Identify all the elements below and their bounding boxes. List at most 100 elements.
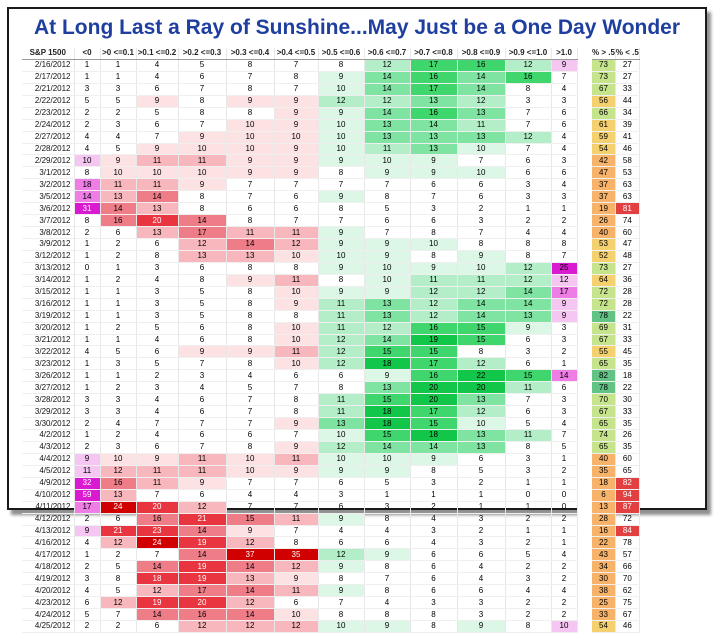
value-cell: 72 xyxy=(592,286,616,299)
spacer-cell xyxy=(577,310,592,323)
value-cell: 16 xyxy=(136,513,179,526)
value-cell: 4 xyxy=(274,489,319,502)
value-cell: 9 xyxy=(100,154,137,168)
value-cell: 13 xyxy=(410,95,458,108)
value-cell: 6 xyxy=(136,238,179,251)
value-cell: 12 xyxy=(274,620,319,633)
value-cell: 6 xyxy=(136,441,179,454)
value-cell: 7 xyxy=(505,393,552,407)
value-cell: 4 xyxy=(364,596,411,610)
value-cell: 31 xyxy=(615,322,640,335)
value-cell: 9 xyxy=(74,453,101,466)
value-cell: 7 xyxy=(410,190,458,204)
value-cell: 6 xyxy=(178,262,227,275)
date-cell: 3/26/2012 xyxy=(22,369,75,383)
value-cell: 6 xyxy=(100,226,137,239)
value-cell: 13 xyxy=(364,131,411,144)
value-cell: 12 xyxy=(505,262,552,275)
value-cell: 5 xyxy=(136,357,179,371)
value-cell: 4 xyxy=(410,513,458,526)
value-cell: 3 xyxy=(457,536,506,550)
value-cell: 8 xyxy=(364,584,411,598)
col-gt1-header: >1.0 xyxy=(551,48,578,60)
value-cell: 16 xyxy=(410,322,458,335)
value-cell: 61 xyxy=(592,119,616,132)
table-row: 3/12/2012 1 2 8 13 13 10 10 9 8 9 8 7 52 48 xyxy=(22,250,640,263)
spacer-cell xyxy=(577,59,592,72)
value-cell: 13 xyxy=(364,119,411,132)
value-cell: 10 xyxy=(226,119,275,132)
value-cell: 9 xyxy=(274,298,319,311)
value-cell: 66 xyxy=(592,107,616,120)
value-cell: 17 xyxy=(74,501,101,514)
value-cell: 9 xyxy=(551,298,578,311)
spacer-cell xyxy=(577,119,592,132)
date-cell: 2/21/2012 xyxy=(22,83,75,96)
value-cell: 20 xyxy=(136,501,179,514)
value-cell: 9 xyxy=(178,131,227,144)
value-cell: 73 xyxy=(592,262,616,275)
value-cell: 12 xyxy=(364,59,411,72)
value-cell: 47 xyxy=(592,166,616,180)
spacer-cell xyxy=(577,417,592,430)
value-cell: 9 xyxy=(178,345,227,359)
table-row: 4/16/2012 4 12 24 19 12 8 6 6 4 3 2 1 22 78 xyxy=(22,536,640,550)
value-cell: 14 xyxy=(364,107,411,120)
value-cell: 26 xyxy=(592,214,616,228)
value-cell: 12 xyxy=(318,548,365,562)
value-cell: 7 xyxy=(226,405,275,419)
value-cell: 7 xyxy=(274,501,319,514)
value-cell: 7 xyxy=(364,572,411,586)
value-cell: 5 xyxy=(226,381,275,395)
value-cell: 3 xyxy=(136,310,179,323)
spacer-cell xyxy=(577,345,592,358)
value-cell: 2 xyxy=(551,560,578,574)
value-cell: 9 xyxy=(364,238,411,251)
value-cell: 15 xyxy=(410,417,458,430)
value-cell: 8 xyxy=(226,322,275,335)
value-cell: 3 xyxy=(505,178,552,192)
value-cell: 5 xyxy=(457,465,506,478)
value-cell: 15 xyxy=(457,322,506,335)
table-row: 3/13/2012 0 1 3 6 8 8 9 10 9 10 12 25 73 27 xyxy=(22,262,640,275)
value-cell: 1 xyxy=(74,286,101,299)
value-cell: 8 xyxy=(457,345,506,359)
value-cell: 6 xyxy=(592,489,616,502)
value-cell: 5 xyxy=(505,417,552,430)
value-cell: 9 xyxy=(457,620,506,633)
value-cell: 8 xyxy=(226,107,275,120)
col-07-08-header: >0.7 <=0.8 xyxy=(410,48,458,60)
col-pct-above-header: % > .5 xyxy=(592,48,616,60)
value-cell: 8 xyxy=(178,274,227,287)
value-cell: 11 xyxy=(318,322,365,335)
table-row: 4/5/2012 11 12 11 11 10 9 9 9 8 5 3 2 35 65 xyxy=(22,465,640,478)
value-cell: 2 xyxy=(505,608,552,621)
value-cell: 14 xyxy=(457,83,506,96)
value-cell: 9 xyxy=(318,560,365,574)
value-cell: 67 xyxy=(592,83,616,96)
value-cell: 17 xyxy=(410,357,458,371)
value-cell: 4 xyxy=(318,525,365,538)
spacer-cell xyxy=(577,322,592,334)
value-cell: 3 xyxy=(74,572,101,586)
value-cell: 9 xyxy=(136,143,179,156)
value-cell: 8 xyxy=(274,536,319,550)
value-cell: 7 xyxy=(274,525,319,538)
value-cell: 6 xyxy=(410,572,458,586)
value-cell: 8 xyxy=(178,202,227,216)
value-cell: 4 xyxy=(74,143,101,156)
value-cell: 3 xyxy=(551,393,578,407)
value-cell: 9 xyxy=(457,250,506,263)
value-cell: 18 xyxy=(592,477,616,490)
value-cell: 7 xyxy=(318,178,365,192)
value-cell: 6 xyxy=(551,119,578,132)
value-cell: 1 xyxy=(100,310,137,323)
value-cell: 7 xyxy=(178,441,227,454)
value-cell: 11 xyxy=(136,154,179,168)
value-cell: 1 xyxy=(74,381,101,395)
value-cell: 12 xyxy=(100,596,137,610)
value-cell: 10 xyxy=(364,154,411,168)
value-cell: 14 xyxy=(410,441,458,454)
value-cell: 11 xyxy=(457,119,506,132)
value-cell: 10 xyxy=(178,143,227,156)
